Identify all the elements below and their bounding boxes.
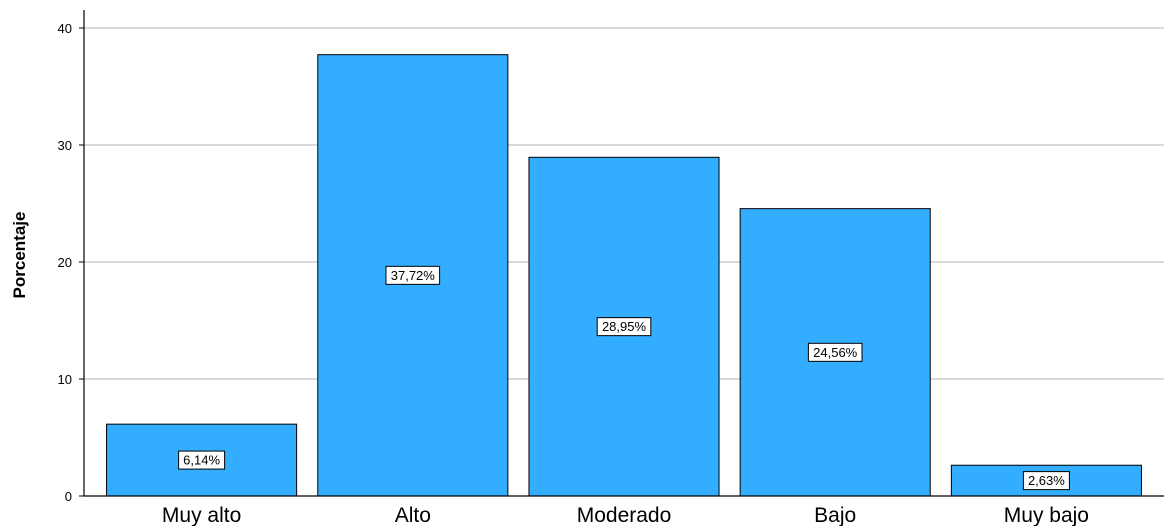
y-tick-label: 30 bbox=[58, 138, 72, 153]
x-tick-label: Bajo bbox=[814, 504, 856, 526]
x-tick-label: Moderado bbox=[577, 504, 672, 526]
y-tick-label: 0 bbox=[65, 489, 72, 504]
data-label: 24,56% bbox=[813, 345, 858, 360]
x-axis-ticks: Muy alto Alto Moderado Bajo Muy bajo bbox=[162, 504, 1089, 526]
bars bbox=[106, 54, 1142, 497]
x-tick-label: Muy alto bbox=[162, 504, 241, 526]
data-label: 28,95% bbox=[602, 319, 647, 334]
data-label: 2,63% bbox=[1028, 473, 1065, 488]
data-label-box bbox=[385, 265, 441, 285]
y-axis-ticks: 0 10 20 30 40 bbox=[58, 21, 84, 504]
data-labels: 6,14% 37,72% 28,95% 24,56% 2,63% bbox=[178, 265, 1070, 491]
data-label-box bbox=[596, 317, 652, 337]
x-tick-label: Muy bajo bbox=[1004, 504, 1089, 526]
y-tick-label: 10 bbox=[58, 372, 72, 387]
bar-muy-alto bbox=[106, 423, 298, 497]
data-label-box bbox=[807, 342, 863, 362]
y-tick-label: 20 bbox=[58, 255, 72, 270]
x-tick-label: Alto bbox=[395, 504, 431, 526]
data-label-box bbox=[1022, 471, 1070, 491]
data-label: 37,72% bbox=[391, 268, 436, 283]
data-label-box bbox=[178, 450, 226, 470]
data-label: 6,14% bbox=[183, 453, 220, 468]
y-axis-label: Porcentaje bbox=[10, 212, 29, 299]
y-tick-label: 40 bbox=[58, 21, 72, 36]
